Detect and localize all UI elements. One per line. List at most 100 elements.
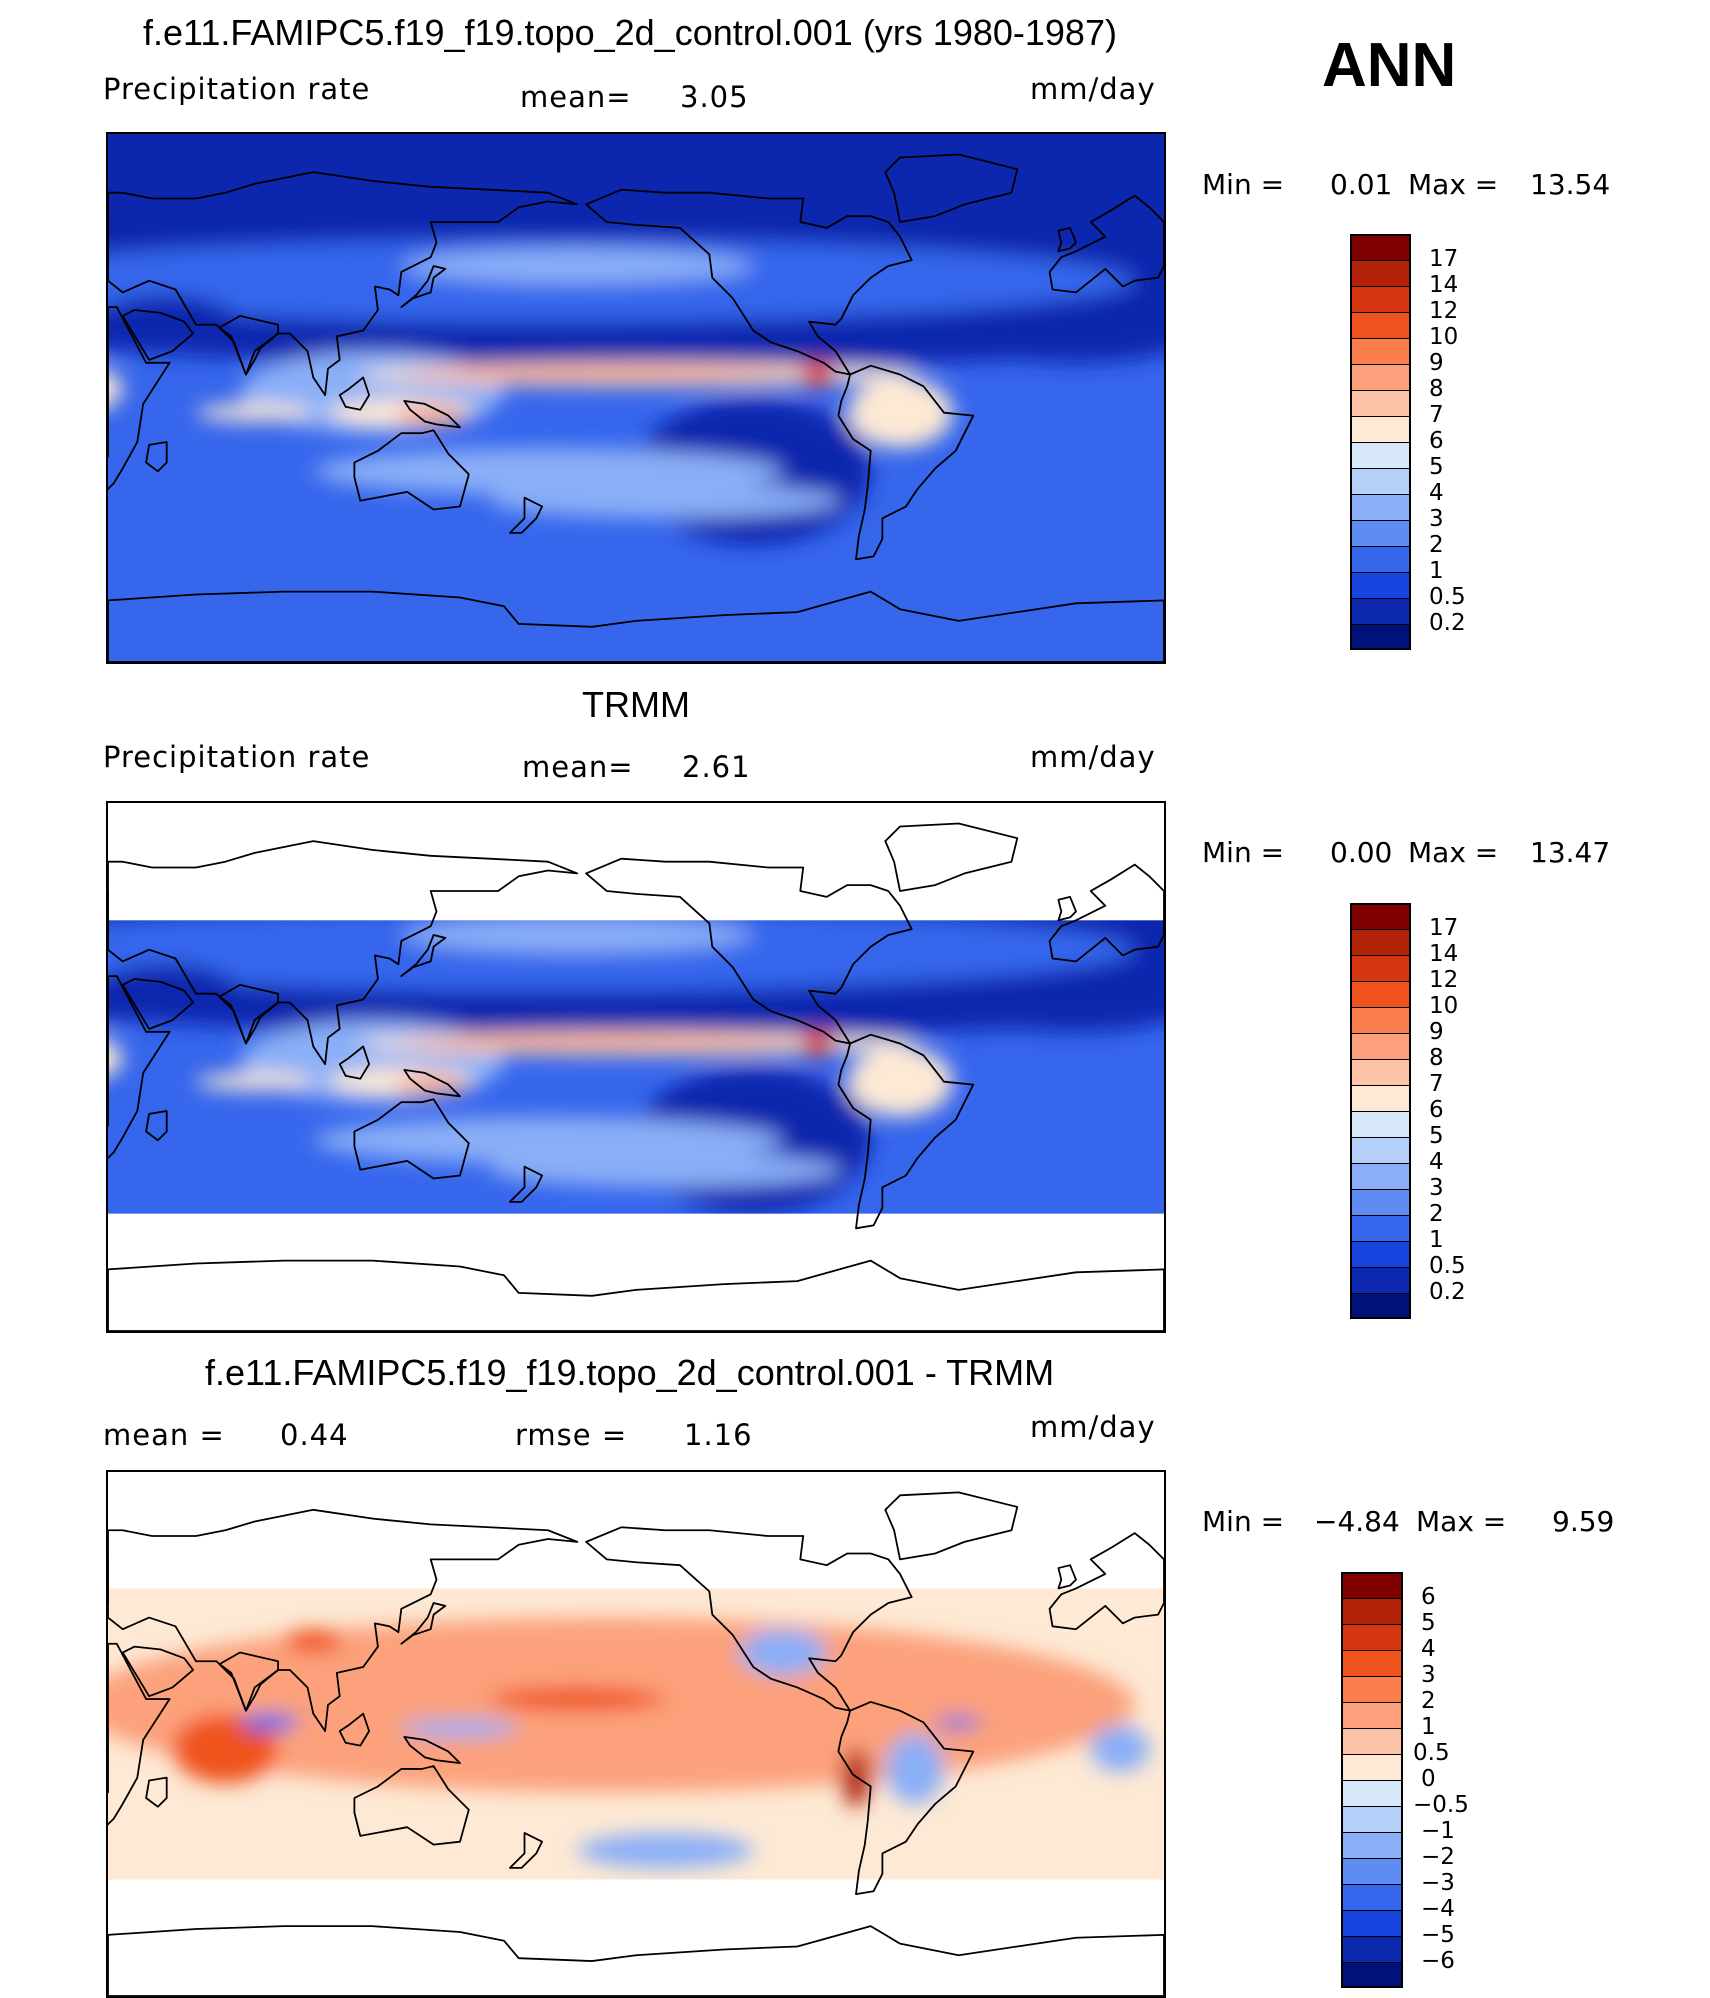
field-blob (800, 1031, 836, 1056)
colorbar-swatch (1341, 1780, 1403, 1806)
map-field (108, 920, 1164, 1214)
africa-coast (108, 975, 171, 1160)
colorbar-swatch (1341, 1624, 1403, 1650)
panel2-map (106, 801, 1166, 1333)
panel2-colorbar (1350, 903, 1411, 1319)
colorbar-swatch (1350, 1163, 1411, 1189)
panel3-max-label: Max = (1416, 1505, 1507, 1538)
south-america-coast (837, 364, 975, 561)
panel3-max-value: 9.59 (1552, 1505, 1615, 1538)
colorbar-tick-label: 7 (1429, 402, 1444, 428)
field-blob (313, 1116, 783, 1164)
panel1-map (106, 132, 1166, 664)
colorbar-tick-label: 5 (1421, 1610, 1436, 1636)
uk-coast (1057, 1564, 1077, 1590)
colorbar-swatch (1350, 468, 1411, 494)
antarctica-coast (108, 590, 1164, 662)
newguinea-coast (403, 1735, 461, 1764)
india-coast (218, 984, 279, 1045)
colorbar-tick-label: 3 (1429, 506, 1444, 532)
panel3-min-value: −4.84 (1314, 1505, 1400, 1538)
uk-coast (1057, 896, 1077, 922)
field-blob (108, 371, 123, 407)
colorbar-tick-label: 6 (1429, 428, 1444, 454)
field-blob (172, 1713, 279, 1784)
colorbar-tick-label: 0.2 (1429, 610, 1466, 636)
panel3-mean-label: mean = (103, 1418, 225, 1452)
colorbar-swatch (1341, 1572, 1403, 1598)
panel3-rmse-value: 1.16 (684, 1418, 753, 1452)
antarctica-coast (108, 1259, 1164, 1331)
colorbar-tick-label: 6 (1429, 1097, 1444, 1123)
panel3-units: mm/day (1030, 1410, 1156, 1444)
newzealand-coast (509, 1832, 543, 1869)
field-blob (958, 304, 1164, 363)
panel2-min-value: 0.00 (1330, 836, 1393, 869)
field-blob (401, 248, 754, 284)
australia-coast (353, 429, 470, 511)
newzealand-coast (509, 1165, 543, 1203)
colorbar-swatch (1350, 929, 1411, 955)
panel3-colorbar (1341, 1572, 1403, 1988)
panel2-min-label: Min = (1202, 836, 1285, 869)
africa-coast (108, 306, 171, 491)
panel3-map (106, 1470, 1166, 1998)
field-blob (577, 1832, 754, 1868)
borneo-coast (338, 376, 370, 411)
colorbar-tick-label: 10 (1429, 324, 1459, 350)
colorbar-swatch (1341, 1702, 1403, 1728)
panel1-max-value: 13.54 (1530, 168, 1611, 201)
colorbar-swatch (1341, 1858, 1403, 1884)
colorbar-swatch (1341, 1936, 1403, 1962)
field-blob (958, 973, 1164, 1032)
field-blob (800, 362, 836, 387)
colorbar-swatch (1350, 572, 1411, 598)
field-blob (284, 1629, 343, 1653)
colorbar-tick-label: −4 (1421, 1896, 1455, 1922)
colorbar-tick-label: 10 (1429, 993, 1459, 1019)
field-blob (738, 1629, 827, 1676)
colorbar-tick-label: 7 (1429, 1071, 1444, 1097)
colorbar-swatch (1350, 1111, 1411, 1137)
panel1-max-label: Max = (1408, 168, 1499, 201)
borneo-coast (338, 1045, 370, 1080)
colorbar-swatch (1350, 1189, 1411, 1215)
colorbar-swatch (1341, 1650, 1403, 1676)
colorbar-tick-label: 2 (1429, 1201, 1444, 1227)
arabia-coast (121, 309, 194, 361)
field-blob (313, 447, 783, 495)
colorbar-tick-label: 5 (1429, 1123, 1444, 1149)
colorbar-tick-label: 2 (1421, 1688, 1436, 1714)
africa-coast (108, 1642, 171, 1826)
colorbar-tick-label: 12 (1429, 298, 1459, 324)
colorbar-swatch (1350, 1007, 1411, 1033)
south-america-coast (837, 1033, 975, 1230)
field-blob (1090, 1725, 1150, 1772)
colorbar-tick-label: 3 (1429, 1175, 1444, 1201)
panel1-min-label: Min = (1202, 168, 1285, 201)
panel2-variable-label: Precipitation rate (103, 740, 371, 774)
arabia-coast (121, 1645, 194, 1698)
colorbar-swatch (1341, 1832, 1403, 1858)
panel3-title: f.e11.FAMIPC5.f19_f19.topo_2d_control.00… (205, 1352, 1055, 1393)
colorbar-swatch (1350, 442, 1411, 468)
colorbar-tick-label: 6 (1421, 1584, 1436, 1610)
colorbar-swatch (1350, 1241, 1411, 1267)
colorbar-swatch (1350, 624, 1411, 650)
field-blob (489, 1687, 666, 1711)
north-america-coast (585, 188, 913, 376)
colorbar-tick-label: 2 (1429, 532, 1444, 558)
colorbar-swatch (1350, 1137, 1411, 1163)
colorbar-tick-label: 4 (1429, 480, 1444, 506)
north-america-coast (585, 857, 913, 1045)
colorbar-tick-label: 4 (1421, 1636, 1436, 1662)
greenland-coast (884, 822, 1019, 892)
greenland-coast (884, 153, 1019, 223)
colorbar-swatch (1350, 520, 1411, 546)
map-field (108, 134, 1164, 662)
colorbar-tick-label: 9 (1429, 1019, 1444, 1045)
greenland-coast (884, 1491, 1019, 1561)
panel1-units: mm/day (1030, 72, 1156, 106)
panel1-title: f.e11.FAMIPC5.f19_f19.topo_2d_control.00… (143, 12, 1117, 53)
colorbar-tick-label: −3 (1421, 1870, 1455, 1896)
